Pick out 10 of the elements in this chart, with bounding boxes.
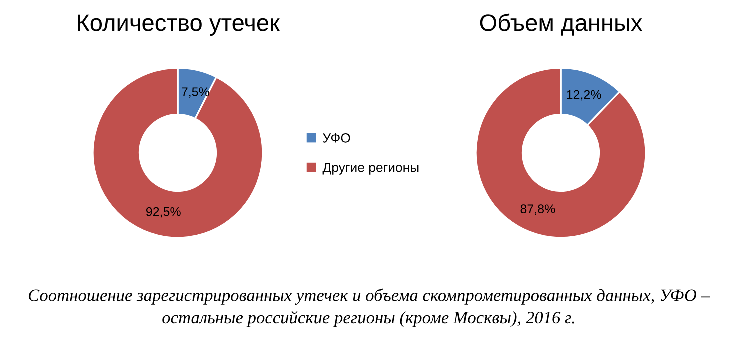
chart-title: Объем данных [480,14,643,36]
chart-title: Количество утечек [78,14,280,36]
legend-label: Другие регионы [322,163,419,175]
legend-label: УФО [323,133,350,143]
donut-slice [475,67,647,239]
data-label: 87,8% [520,204,556,215]
data-label: 92,5% [146,207,181,218]
donut-slice [92,67,264,239]
text: Соотношение зарегистрированных утечек и объема скомпрометированных данных, УФО – остальные российские регионы (кроме Москвы), 2016 г. [28,288,710,328]
data-label: 12,2% [567,90,602,101]
